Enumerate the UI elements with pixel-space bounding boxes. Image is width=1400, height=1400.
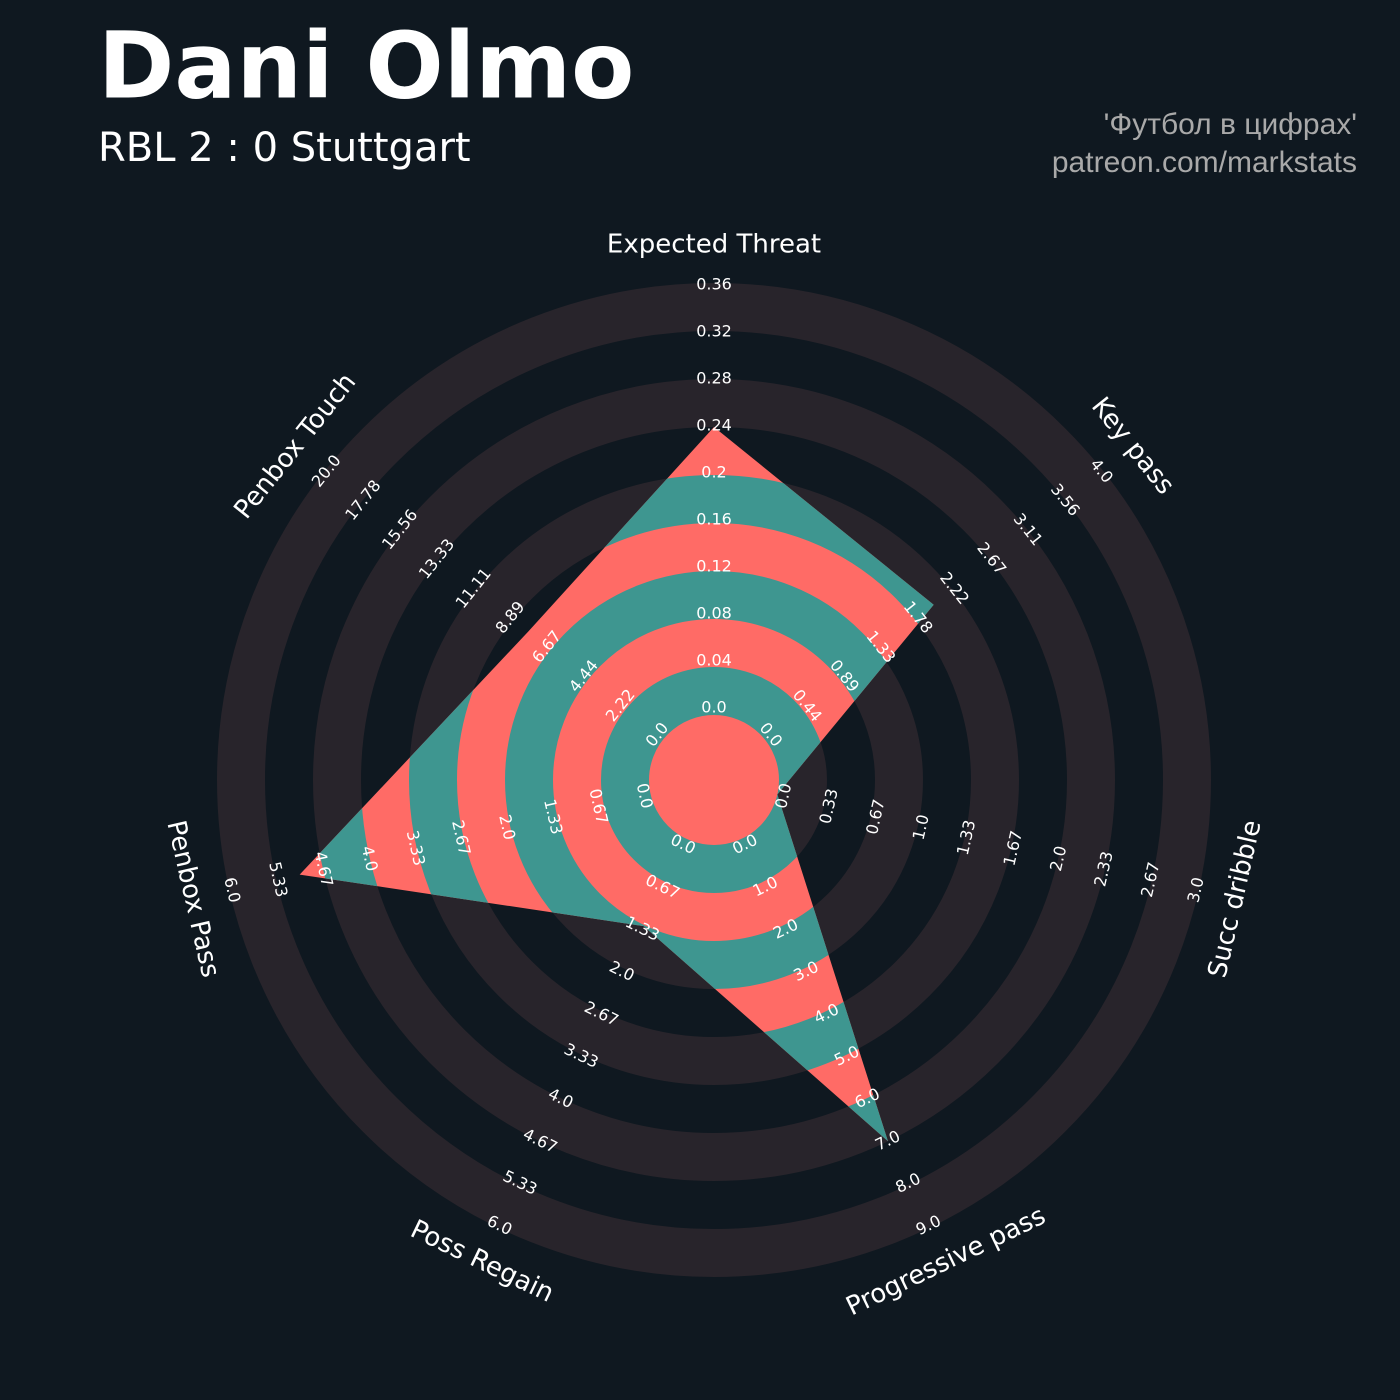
param-label: Expected Threat [607, 230, 821, 260]
tick-label: 0.0 [701, 698, 726, 717]
tick-label: 0.24 [696, 416, 732, 435]
chart-subtitle: RBL 2 : 0 Stuttgart [98, 125, 471, 171]
tick-label: 0.28 [696, 369, 732, 388]
credit: patreon.com/markstats [1052, 146, 1357, 179]
tick-label: 0.08 [696, 604, 732, 623]
tick-label: 0.04 [696, 651, 732, 670]
tick-label: 0.12 [696, 557, 732, 576]
tick-label: 0.32 [696, 322, 732, 341]
tick-label: 0.2 [701, 463, 726, 482]
tick-label: 0.36 [696, 275, 732, 294]
credit: 'Футбол в цифрах' [1104, 108, 1357, 141]
ring [217, 283, 1211, 1277]
chart-title: Dani Olmo [98, 12, 634, 119]
tick-label: 0.16 [696, 510, 732, 529]
ring [313, 379, 1115, 1181]
